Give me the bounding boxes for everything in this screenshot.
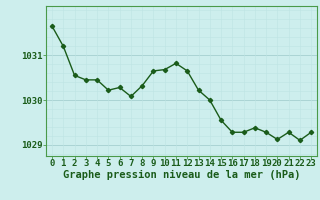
X-axis label: Graphe pression niveau de la mer (hPa): Graphe pression niveau de la mer (hPa) bbox=[63, 170, 300, 180]
